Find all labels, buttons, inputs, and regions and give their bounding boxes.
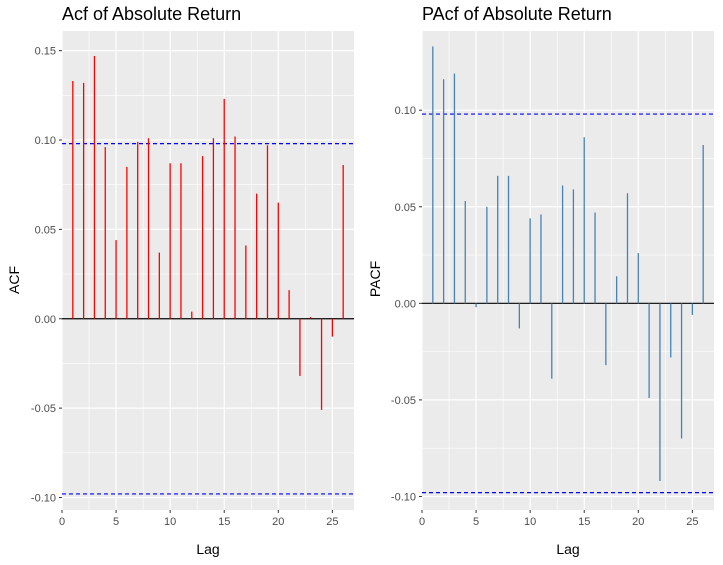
pacf-x-axis-title: Lag — [556, 541, 579, 557]
pacf-x-tick-label: 20 — [632, 516, 644, 528]
acf-y-tick-label: 0.10 — [35, 135, 56, 147]
acf-x-tick-label: 5 — [113, 516, 119, 528]
acf-x-tick-label: 0 — [59, 516, 65, 528]
pacf-x-tick-label: 25 — [686, 516, 698, 528]
pacf-gridlines — [421, 31, 714, 510]
pacf-chart: PAcf of Absolute Return Lag PACF -0.10 -0… — [367, 4, 714, 557]
pacf-y-tick-label: 0.05 — [395, 202, 416, 214]
pacf-y-tick-label: 0.10 — [395, 105, 416, 117]
acf-y-tick-label: 0.15 — [35, 46, 56, 58]
acf-x-tick-label: 10 — [164, 516, 176, 528]
acf-gridlines — [61, 31, 354, 510]
acf-chart-title: Acf of Absolute Return — [62, 4, 241, 24]
acf-chart: Acf of Absolute Return Lag ACF -0.10 -0.0… — [6, 4, 354, 557]
acf-x-tick-label: 25 — [326, 516, 338, 528]
pacf-x-tick-label: 15 — [578, 516, 590, 528]
pacf-x-tick-label: 0 — [419, 516, 425, 528]
acf-y-tick-label: 0.05 — [35, 224, 56, 236]
pacf-y-tick-label: 0.00 — [395, 298, 416, 310]
pacf-y-tick-label: -0.10 — [391, 491, 416, 503]
pacf-bars — [432, 46, 704, 482]
pacf-chart-title: PAcf of Absolute Return — [422, 4, 612, 24]
acf-y-axis-title: ACF — [6, 266, 22, 294]
pacf-x-tick-label: 5 — [473, 516, 479, 528]
pacf-y-axis-title: PACF — [367, 261, 383, 297]
acf-x-tick-label: 20 — [272, 516, 284, 528]
acf-bars — [72, 56, 344, 410]
pacf-y-tick-label: -0.05 — [391, 395, 416, 407]
acf-x-tick-label: 15 — [218, 516, 230, 528]
acf-y-tick-label: -0.05 — [31, 403, 56, 415]
acf-y-tick-label: -0.10 — [31, 492, 56, 504]
acf-x-axis-title: Lag — [196, 541, 219, 557]
acf-y-tick-label: 0.00 — [35, 314, 56, 326]
pacf-x-tick-label: 10 — [524, 516, 536, 528]
